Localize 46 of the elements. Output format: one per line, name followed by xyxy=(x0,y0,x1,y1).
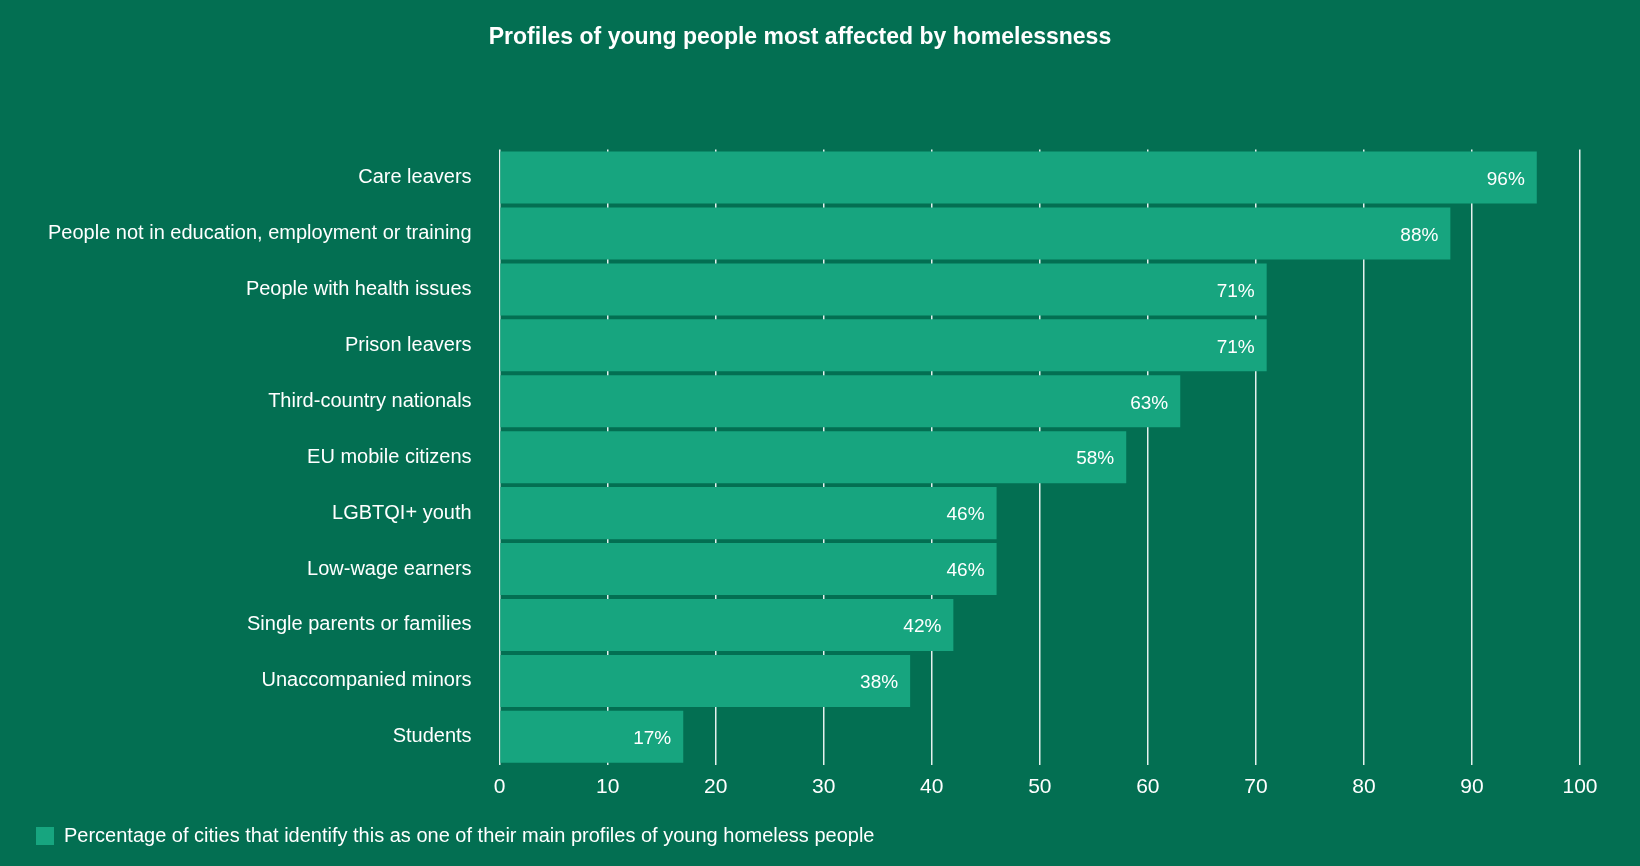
bar xyxy=(500,543,997,596)
x-tick-label: 40 xyxy=(920,774,944,798)
y-tick-label: Unaccompanied minors xyxy=(261,668,472,691)
x-tick-label: 100 xyxy=(1562,774,1598,798)
x-tick-label: 90 xyxy=(1460,774,1484,798)
x-tick-label: 20 xyxy=(704,774,728,798)
y-tick-label: EU mobile citizens xyxy=(307,444,472,467)
y-tick-label: Low-wage earners xyxy=(307,556,472,579)
y-tick-label: LGBTQI+ youth xyxy=(332,500,472,523)
bar xyxy=(500,598,954,651)
x-tick-label: 0 xyxy=(493,774,506,798)
y-tick-label: Care leavers xyxy=(358,165,472,188)
text: 58% xyxy=(1076,447,1115,469)
text: 42% xyxy=(903,615,942,637)
y-tick-label: People not in education, employment or training xyxy=(48,221,472,244)
text: 71% xyxy=(1216,279,1255,301)
text: 17% xyxy=(633,727,672,749)
text: 46% xyxy=(946,503,985,525)
text: 71% xyxy=(1216,335,1255,357)
y-tick-label: Third-country nationals xyxy=(268,388,472,411)
x-tick-label: 10 xyxy=(595,774,620,798)
x-tick-label: 30 xyxy=(812,774,836,798)
x-tick-label: 60 xyxy=(1136,774,1160,798)
bar xyxy=(500,207,1451,260)
chart-title: Profiles of young people most affected by homelessness xyxy=(488,23,1112,50)
text: 63% xyxy=(1130,391,1169,413)
y-tick-label: Students xyxy=(392,724,472,747)
legend-label: Percentage of cities that identify this as one of their main profiles of young homeless people xyxy=(64,823,875,846)
y-tick-label: Prison leavers xyxy=(344,332,472,355)
x-tick-label: 70 xyxy=(1244,774,1268,798)
bar xyxy=(500,654,911,707)
text: 46% xyxy=(946,559,985,581)
x-tick-label: 50 xyxy=(1028,774,1052,798)
bar xyxy=(500,151,1537,204)
text: 38% xyxy=(860,671,899,693)
bar xyxy=(500,710,684,763)
bar xyxy=(500,319,1267,372)
text: 96% xyxy=(1486,167,1525,189)
x-tick-label: 80 xyxy=(1352,774,1376,798)
bar xyxy=(500,431,1127,484)
y-tick-label: People with health issues xyxy=(245,276,472,299)
bar xyxy=(500,487,997,540)
bar xyxy=(500,375,1181,428)
text: 88% xyxy=(1400,223,1439,245)
bar xyxy=(500,263,1267,316)
y-tick-label: Single parents or families xyxy=(247,612,472,635)
